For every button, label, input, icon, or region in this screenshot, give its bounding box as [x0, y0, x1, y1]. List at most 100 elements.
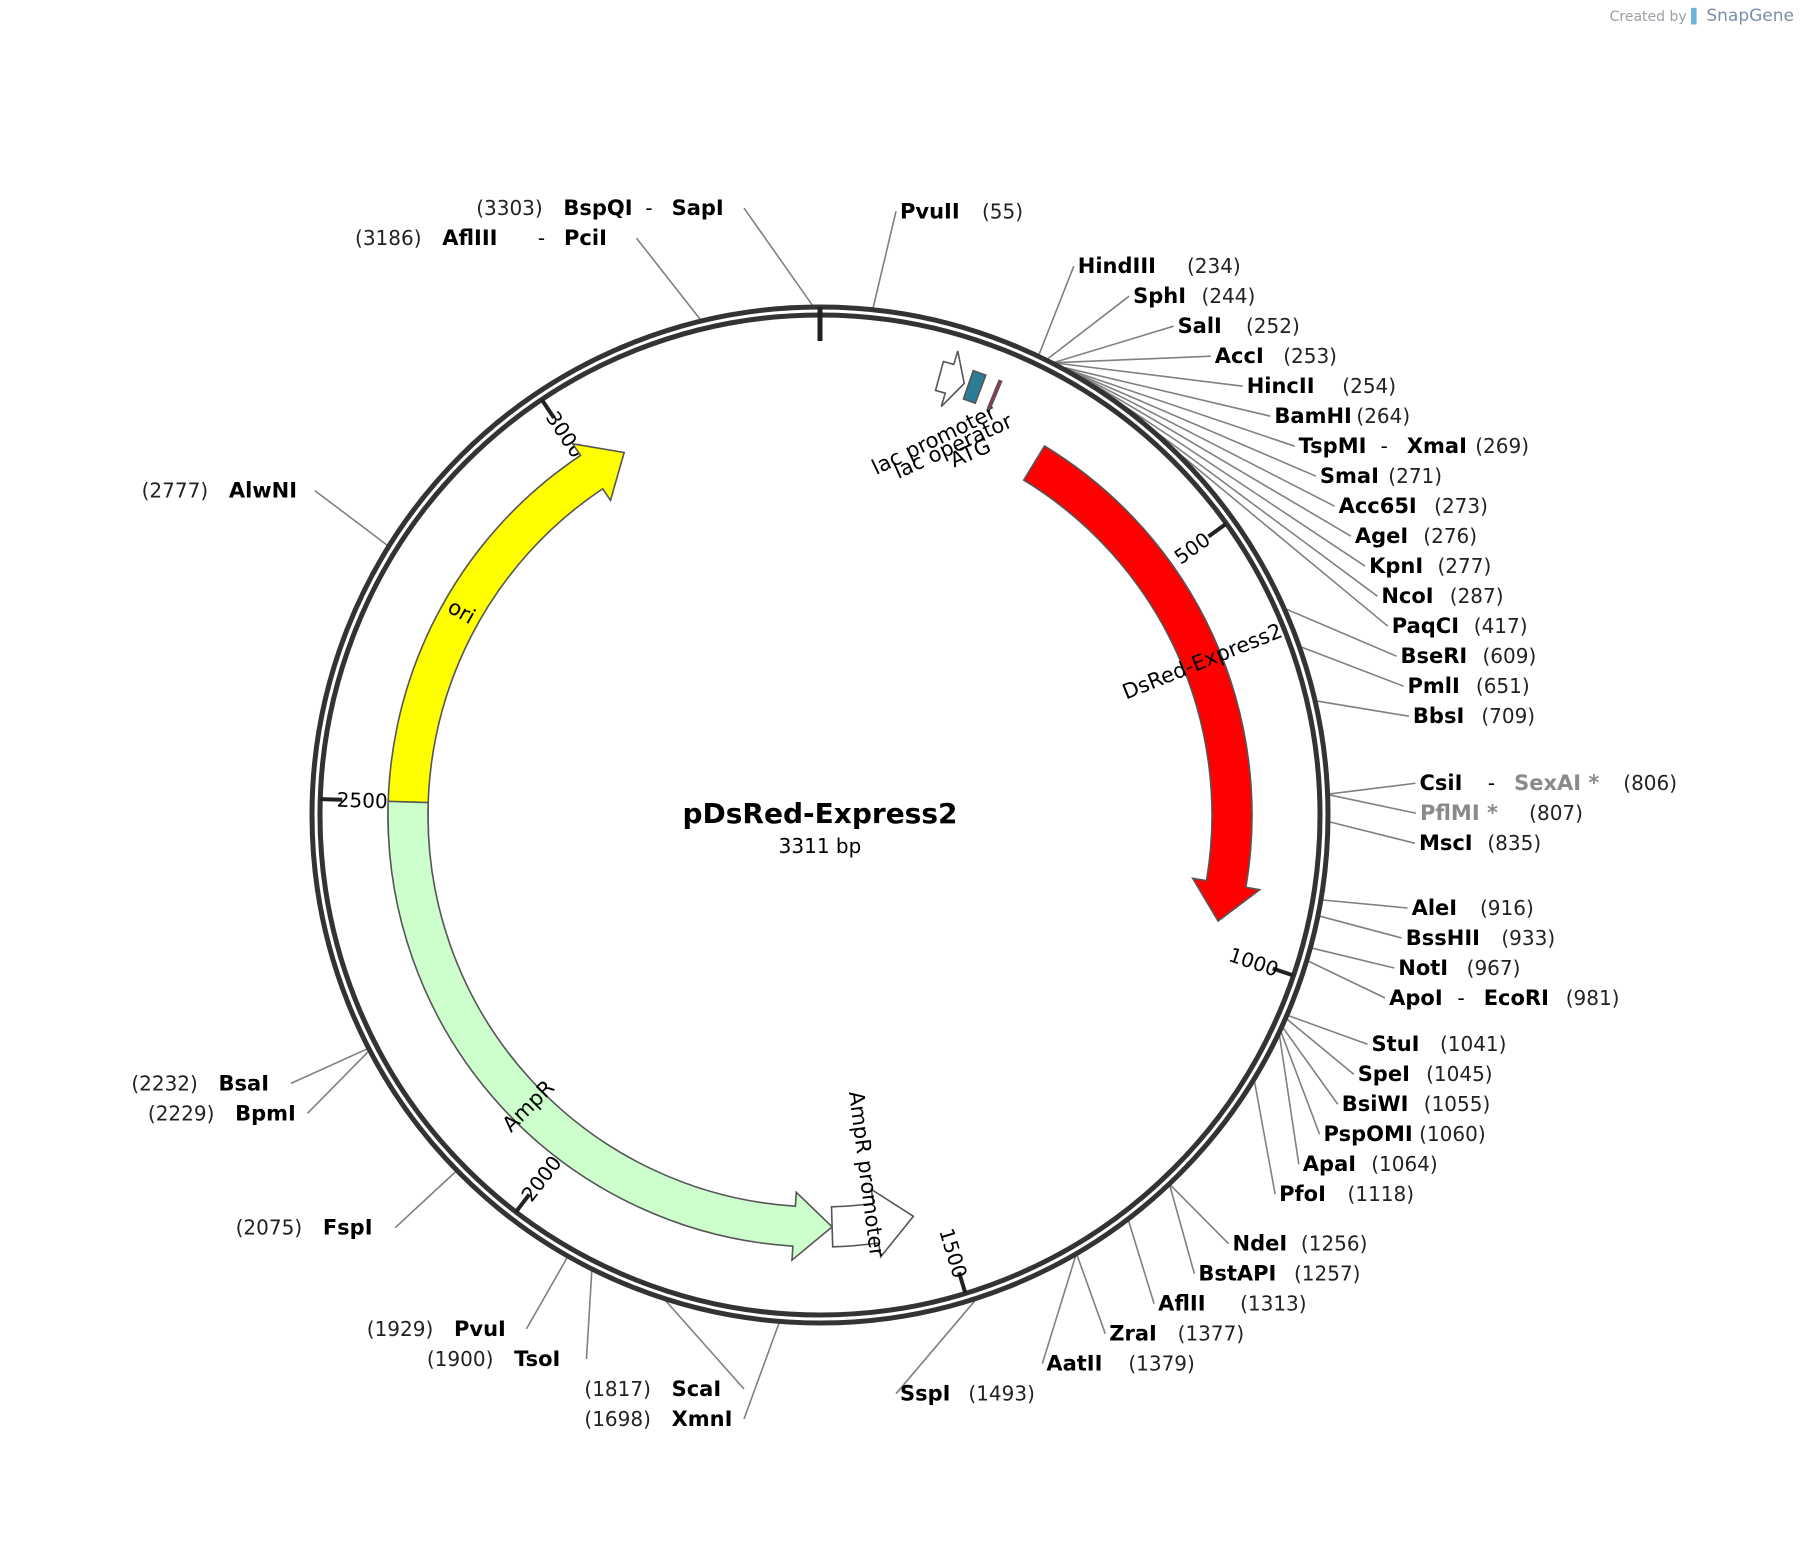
site-label[interactable]: TspMI - XmaI (269)	[1299, 434, 1529, 458]
site-label[interactable]: BseRI (609)	[1400, 644, 1536, 668]
site-enzyme-name: SalI	[1178, 314, 1222, 338]
site-leader	[1329, 821, 1416, 845]
site-label[interactable]: BstAPI (1257)	[1198, 1262, 1360, 1286]
site-label[interactable]: NdeI (1256)	[1233, 1232, 1368, 1256]
site-label[interactable]: PfoI (1118)	[1279, 1182, 1414, 1206]
site-enzyme-name: SpeI	[1358, 1062, 1410, 1086]
site-label[interactable]: SphI (244)	[1133, 284, 1255, 308]
feature-lac-promoter[interactable]	[934, 350, 966, 408]
site-label[interactable]: SmaI (271)	[1320, 464, 1442, 488]
feature-atg[interactable]	[986, 379, 1003, 411]
site-position: (3303)	[476, 196, 543, 220]
site-label[interactable]: KpnI (277)	[1369, 554, 1491, 578]
feature-ampr-promoter[interactable]	[830, 1187, 915, 1259]
site-leader	[290, 1048, 368, 1085]
site-position: (417)	[1474, 614, 1528, 638]
feature-ori[interactable]	[387, 442, 626, 835]
site-leader	[1047, 295, 1130, 360]
site-enzyme-name: PflMI *	[1420, 801, 1498, 825]
feature-ampr[interactable]	[387, 800, 834, 1262]
site-label[interactable]: (1817) ScaI	[584, 1377, 721, 1401]
site-label[interactable]: AatII (1379)	[1046, 1352, 1195, 1376]
site-label[interactable]: (1900) TsoI	[427, 1347, 560, 1371]
site-leader	[1253, 1081, 1276, 1195]
site-leader	[1055, 355, 1211, 364]
site-enzyme-name: NotI	[1398, 956, 1448, 980]
site-label[interactable]: (2229) BpmI	[148, 1101, 296, 1125]
site-enzyme-name: ZraI	[1109, 1322, 1157, 1346]
site-position: (55)	[982, 199, 1023, 223]
site-label[interactable]: PvuII (55)	[900, 199, 1023, 223]
site-label[interactable]: Acc65I (273)	[1339, 494, 1488, 518]
site-label[interactable]: (2777) AlwNI	[142, 479, 297, 503]
site-label[interactable]: SspI (1493)	[900, 1382, 1035, 1406]
site-enzyme-name: BsaI	[219, 1071, 270, 1095]
site-leader-lines	[290, 207, 1417, 1420]
site-label[interactable]: AgeI (276)	[1355, 524, 1477, 548]
site-enzyme-name: AccI	[1215, 344, 1264, 368]
site-label[interactable]: CsiI - SexAI * (806)	[1419, 771, 1677, 795]
site-separator: -	[538, 226, 545, 250]
site-label[interactable]: (3186) AflIII - PciI	[355, 226, 607, 250]
plasmid-center-title: pDsRed-Express2 3311 bp	[682, 797, 957, 858]
site-leader	[394, 1171, 457, 1229]
tick-mark-500	[1207, 522, 1228, 539]
site-label[interactable]: (2075) FspI	[236, 1216, 373, 1240]
feature-dsred-express2[interactable]	[1022, 444, 1262, 923]
site-leader	[635, 237, 701, 320]
site-label[interactable]: SpeI (1045)	[1358, 1062, 1493, 1086]
site-leader	[1068, 369, 1295, 447]
site-label[interactable]: BbsI (709)	[1413, 704, 1535, 728]
site-label[interactable]: PspOMI (1060)	[1324, 1122, 1486, 1146]
site-label[interactable]: NcoI (287)	[1381, 584, 1503, 608]
site-label[interactable]: HincII (254)	[1247, 374, 1396, 398]
site-enzyme-name: SexAI *	[1514, 771, 1599, 795]
site-label[interactable]: SalI (252)	[1178, 314, 1300, 338]
site-label[interactable]: ZraI (1377)	[1109, 1322, 1244, 1346]
site-label[interactable]: PmlI (651)	[1408, 674, 1530, 698]
site-position: (1118)	[1348, 1182, 1415, 1206]
site-label[interactable]: (3303) BspQI - SapI	[476, 196, 724, 220]
site-label[interactable]: ApaI (1064)	[1303, 1152, 1438, 1176]
site-leader	[1316, 700, 1410, 717]
site-enzyme-name: SmaI	[1320, 464, 1379, 488]
site-label[interactable]: AleI (916)	[1412, 896, 1534, 920]
site-enzyme-name: SphI	[1133, 284, 1186, 308]
site-label[interactable]: HindIII (234)	[1078, 254, 1241, 278]
site-label[interactable]: AccI (253)	[1215, 344, 1337, 368]
site-position: (651)	[1476, 674, 1530, 698]
site-enzyme-name: ScaI	[672, 1377, 722, 1401]
tick-label: 500	[1170, 527, 1215, 569]
site-label[interactable]: BamHI (264)	[1274, 404, 1410, 428]
site-enzyme-name: SspI	[900, 1382, 950, 1406]
site-label[interactable]: PflMI * (807)	[1420, 801, 1583, 825]
site-separator: -	[1458, 986, 1465, 1010]
site-label[interactable]: (1698) XmnI	[584, 1407, 732, 1431]
site-leader	[895, 1300, 976, 1395]
site-leader	[1319, 915, 1402, 939]
site-leader	[1076, 1255, 1106, 1334]
feature-lac-operator[interactable]	[962, 369, 987, 405]
site-position: (277)	[1438, 554, 1492, 578]
site-label[interactable]: NotI (967)	[1398, 956, 1520, 980]
site-enzyme-name: NdeI	[1233, 1232, 1288, 1256]
site-label[interactable]: AflII (1313)	[1158, 1292, 1307, 1316]
site-label[interactable]: StuI (1041)	[1372, 1032, 1507, 1056]
site-leader	[1054, 325, 1174, 363]
site-position: (835)	[1487, 831, 1541, 855]
site-label[interactable]: BssHII (933)	[1406, 926, 1555, 950]
site-enzyme-name: PmlI	[1408, 674, 1460, 698]
site-label[interactable]: PaqCI (417)	[1392, 614, 1528, 638]
site-label[interactable]: MscI (835)	[1419, 831, 1541, 855]
site-enzyme-name: HindIII	[1078, 254, 1156, 278]
site-label[interactable]: BsiWI (1055)	[1342, 1092, 1491, 1116]
site-label[interactable]: (2232) BsaI	[131, 1071, 269, 1095]
tick-label: 2500	[336, 788, 388, 814]
site-label[interactable]: (1929) PvuI	[367, 1317, 506, 1341]
site-label[interactable]: ApoI - EcoRI (981)	[1389, 986, 1619, 1010]
site-position: (1313)	[1240, 1292, 1307, 1316]
site-leader	[1312, 947, 1395, 969]
site-enzyme-name: EcoRI	[1484, 986, 1549, 1010]
site-position: (269)	[1475, 434, 1529, 458]
site-position: (2777)	[142, 479, 209, 503]
